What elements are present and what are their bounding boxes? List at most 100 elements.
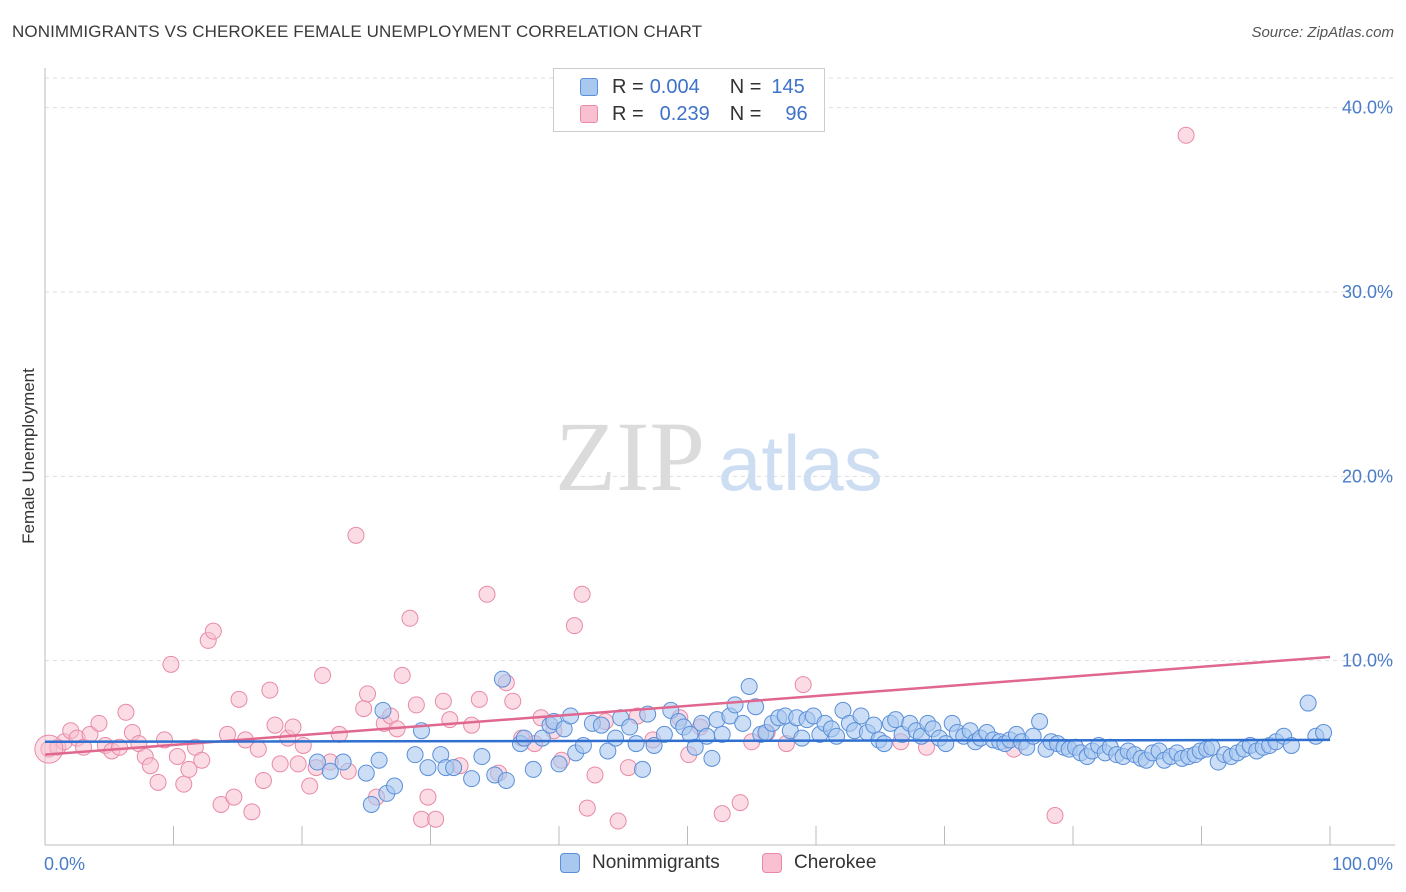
cherokee-point [230, 690, 248, 708]
nonimmigrants-point [592, 716, 610, 734]
cherokee-point [573, 585, 591, 603]
nonimmigrants-point [493, 670, 511, 688]
nonimmigrants-point [703, 749, 721, 767]
legend-r-value: 0.004 [649, 75, 700, 98]
cherokee-point [355, 700, 373, 718]
trend-lines [44, 655, 1331, 756]
nonimmigrants-point [406, 746, 424, 764]
nonimmigrants-point [726, 696, 744, 714]
source-credit: Source: ZipAtlas.com [1251, 24, 1394, 41]
cherokee-point [794, 676, 812, 694]
nonimmigrants-point [875, 735, 893, 753]
cherokee-point [168, 748, 186, 766]
watermark-atlas: atlas [718, 419, 883, 507]
cherokee-point [249, 740, 267, 758]
nonimmigrants-point [357, 764, 375, 782]
cherokee-point [713, 805, 731, 823]
cherokee-point [117, 703, 135, 721]
cherokee-point [478, 585, 496, 603]
cherokee-point [254, 771, 272, 789]
bottom-legend-label-nonimmigrants: Nonimmigrants [592, 852, 720, 873]
nonimmigrants-point [747, 698, 765, 716]
y-tick-label: 30.0% [1342, 282, 1393, 302]
cherokee-point [212, 795, 230, 813]
nonimmigrants-point [1031, 712, 1049, 730]
legend-n-label: N = [729, 75, 762, 98]
nonimmigrants-point [550, 755, 568, 773]
cherokee-point [419, 788, 437, 806]
cherokee-point [175, 775, 193, 793]
nonimmigrants-point [473, 748, 491, 766]
bottom-legend-swatch-pink [762, 853, 782, 873]
cherokee-trend-line [44, 655, 1331, 756]
cherokee-point [565, 617, 583, 635]
axes [44, 68, 1395, 846]
nonimmigrants-point [1299, 694, 1317, 712]
watermark: ZIP atlas [555, 401, 883, 512]
bottom-legend-swatch-blue [560, 853, 580, 873]
cherokee-point [463, 716, 481, 734]
nonimmigrants-point [734, 714, 752, 732]
correlation-legend: R = 0.004 N = 145 R = 0.239 N = 96 [553, 68, 825, 132]
nonimmigrants-point [607, 729, 625, 747]
nonimmigrants-point [713, 725, 731, 743]
nonimmigrants-point [321, 762, 339, 780]
y-tick-label: 20.0% [1342, 466, 1393, 486]
nonimmigrants-point [524, 760, 542, 778]
nonimmigrants-point [515, 729, 533, 747]
nonimmigrants-point [497, 771, 515, 789]
cherokee-point [586, 766, 604, 784]
legend-swatch-blue [580, 78, 598, 96]
cherokee-point [284, 718, 302, 736]
cherokee-point [413, 810, 431, 828]
legend-n-label: N = [729, 102, 762, 125]
nonimmigrants-point [634, 760, 652, 778]
cherokee-point [162, 655, 180, 673]
legend-row-nonimmigrants: R = 0.004 N = 145 [580, 74, 805, 100]
x-tick-label: 0.0% [44, 854, 85, 874]
nonimmigrants-point [1282, 736, 1300, 754]
nonimmigrants-point [445, 759, 463, 777]
legend-row-cherokee: R = 0.239 N = 96 [580, 101, 808, 127]
nonimmigrants-point [370, 751, 388, 769]
cherokee-point [393, 666, 411, 684]
nonimmigrants-point [655, 725, 673, 743]
y-tick-label: 40.0% [1342, 98, 1393, 118]
nonimmigrants-point [1315, 724, 1333, 742]
cherokee-point [90, 714, 108, 732]
chart-title: NONIMMIGRANTS VS CHEROKEE FEMALE UNEMPLO… [12, 22, 703, 41]
cherokee-point [149, 773, 167, 791]
cherokee-point [243, 803, 261, 821]
cherokee-point [619, 759, 637, 777]
cherokee-point [504, 692, 522, 710]
nonimmigrants-point [599, 742, 617, 760]
cherokee-point [578, 799, 596, 817]
cherokee-point [470, 690, 488, 708]
cherokee-point [294, 736, 312, 754]
cherokee-point [193, 751, 211, 769]
nonimmigrants-point [386, 777, 404, 795]
cherokee-point [180, 760, 198, 778]
bottom-legend-cherokee: Cherokee [762, 852, 876, 874]
cherokee-point [1177, 126, 1195, 144]
cherokee-point [34, 734, 64, 764]
cherokee-point [731, 794, 749, 812]
cherokee-point [609, 812, 627, 830]
cherokee-point [434, 692, 452, 710]
nonimmigrants-point [1024, 727, 1042, 745]
cherokee-point [289, 755, 307, 773]
cherokee-point [156, 731, 174, 749]
cherokee-point [347, 526, 365, 544]
y-axis-label: Female Unemployment [19, 368, 38, 544]
nonimmigrants-point [362, 795, 380, 813]
y-tick-label: 10.0% [1342, 651, 1393, 671]
x-tick-label: 100.0% [1332, 854, 1393, 874]
nonimmigrants-point [852, 707, 870, 725]
cherokee-point [330, 725, 348, 743]
cherokee-point [261, 681, 279, 699]
nonimmigrants-point [740, 677, 758, 695]
cherokee-point [314, 666, 332, 684]
grid-lines [45, 77, 1395, 662]
bottom-legend-label-cherokee: Cherokee [794, 852, 877, 873]
